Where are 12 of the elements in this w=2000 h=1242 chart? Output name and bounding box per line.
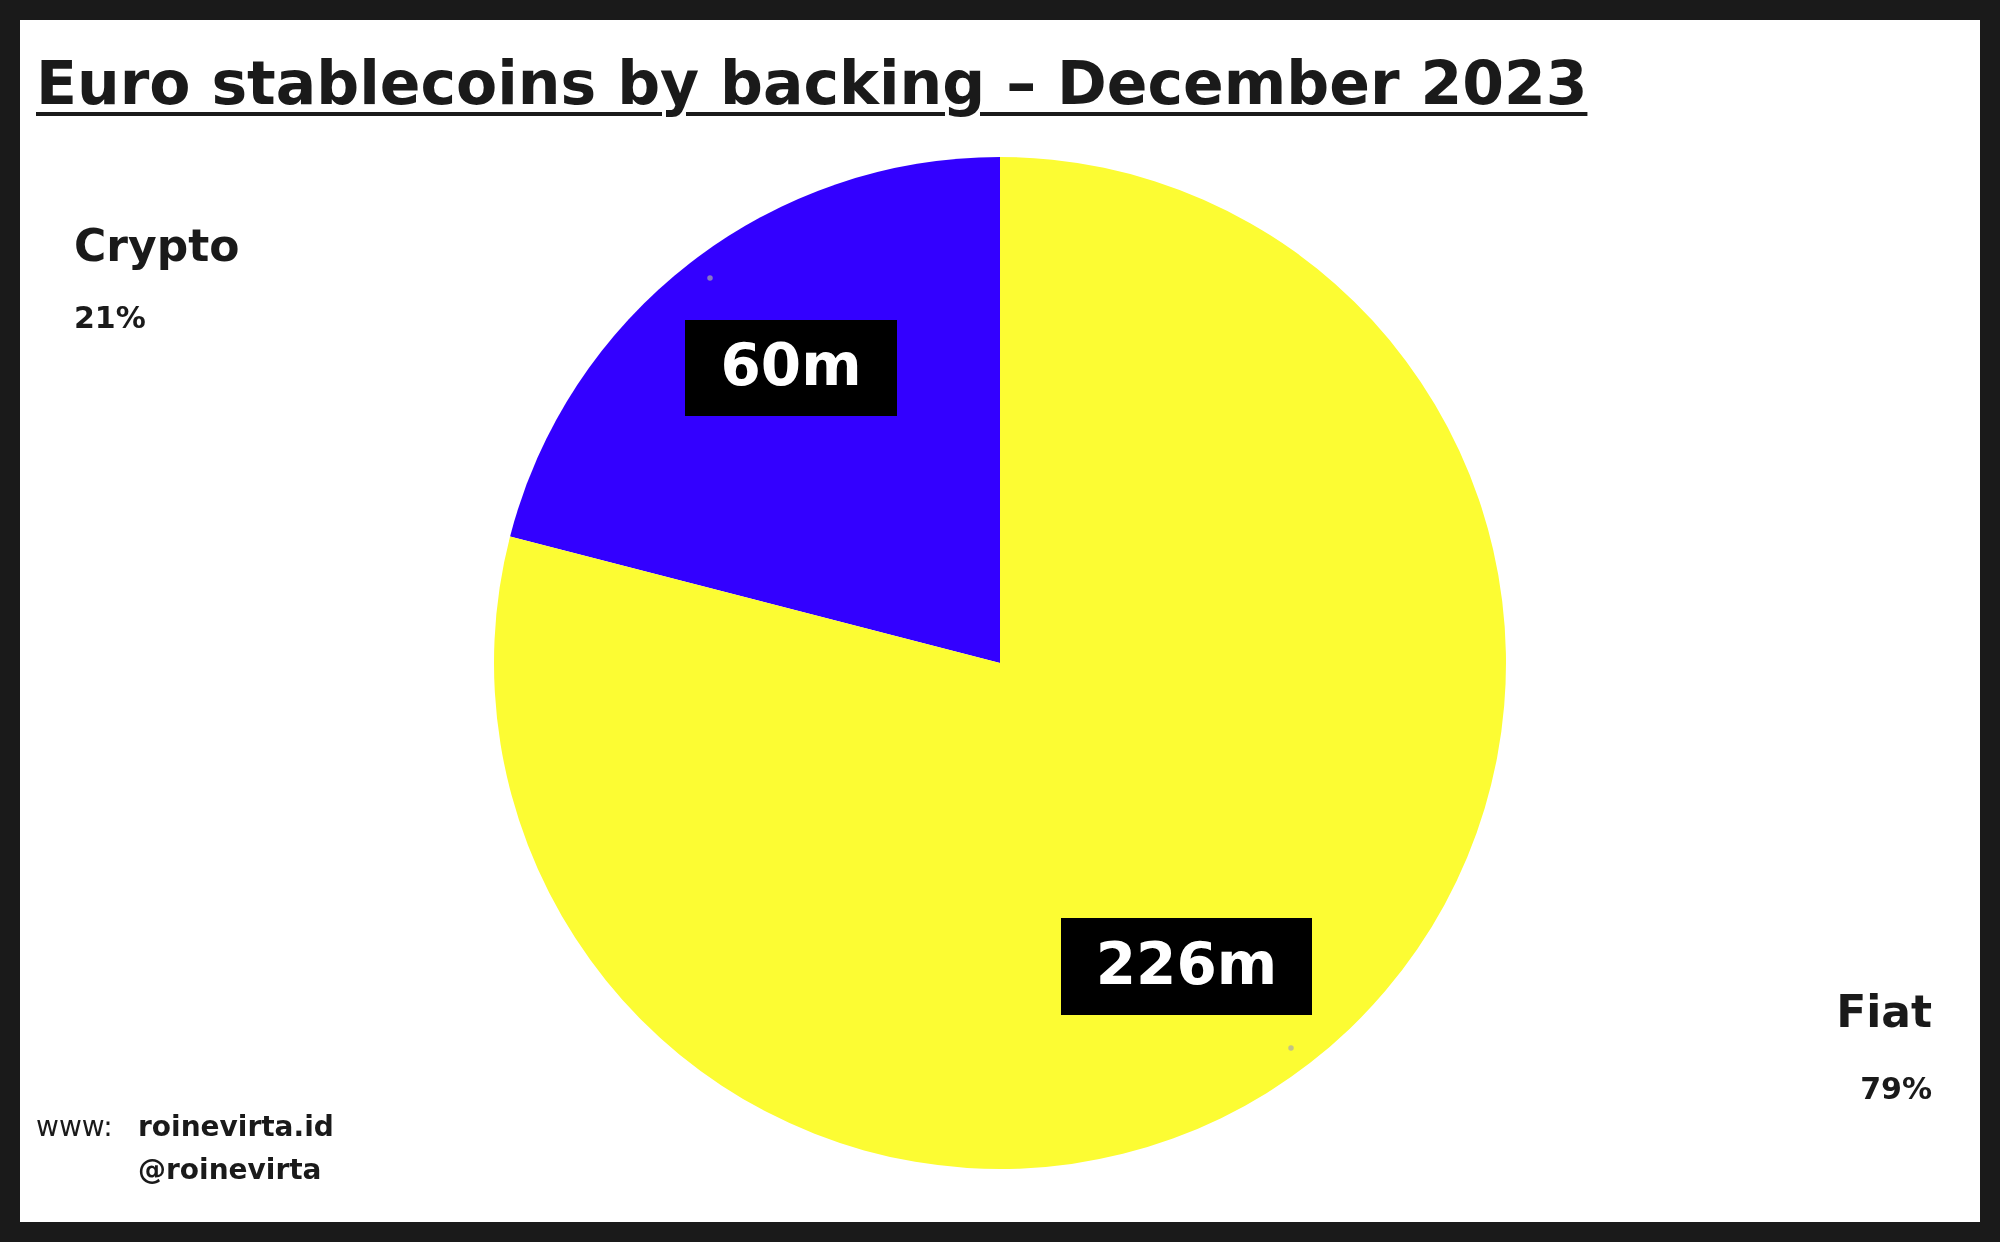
chart-title: Euro stablecoins by backing – December 2023 <box>36 48 1588 118</box>
text: 21% <box>74 300 146 335</box>
data-label: 60m <box>720 331 862 399</box>
data-label: 226m <box>1095 929 1278 998</box>
pie-slice <box>494 157 1506 1169</box>
slice-label: Fiat <box>1836 986 1932 1037</box>
text: roinevirta.id <box>138 1110 334 1143</box>
pie-slice <box>510 157 1000 663</box>
text: www: <box>36 1110 113 1143</box>
text: @roinevirta <box>138 1153 322 1186</box>
text: 79% <box>1860 1071 1932 1106</box>
slice-label: Crypto <box>74 220 240 271</box>
